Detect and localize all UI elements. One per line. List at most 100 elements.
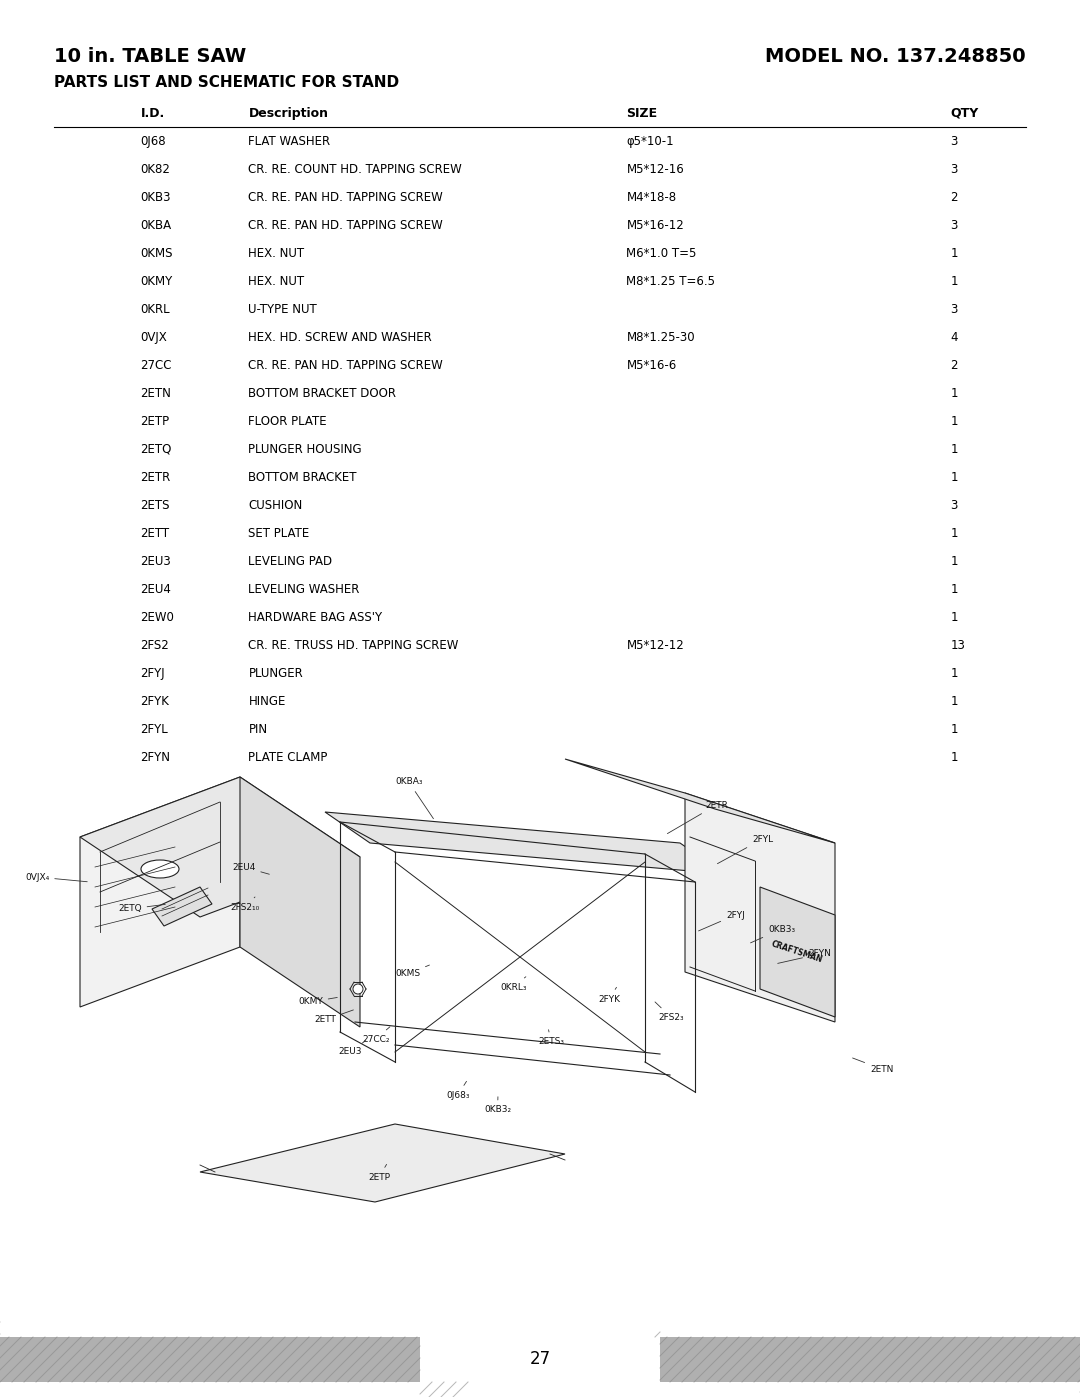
Text: LEVELING WASHER: LEVELING WASHER: [248, 583, 360, 597]
Text: 1: 1: [950, 752, 958, 764]
Text: 13: 13: [950, 638, 966, 652]
Polygon shape: [200, 1125, 565, 1201]
Polygon shape: [152, 887, 212, 926]
Text: HEX. HD. SCREW AND WASHER: HEX. HD. SCREW AND WASHER: [248, 331, 432, 344]
Text: LEVELING PAD: LEVELING PAD: [248, 555, 333, 569]
Text: 4: 4: [950, 331, 958, 344]
Text: 2EU4: 2EU4: [232, 862, 269, 875]
Text: 0KB3₂: 0KB3₂: [484, 1097, 511, 1115]
Text: 1: 1: [950, 471, 958, 483]
Text: 27CC₂: 27CC₂: [362, 1027, 390, 1044]
Text: HARDWARE BAG ASS'Y: HARDWARE BAG ASS'Y: [248, 610, 382, 624]
Text: M5*16-6: M5*16-6: [626, 359, 677, 372]
Text: 2FYL: 2FYL: [717, 834, 773, 863]
Text: 2ETT: 2ETT: [140, 527, 170, 541]
Text: 27CC: 27CC: [140, 359, 172, 372]
Polygon shape: [760, 887, 835, 1017]
Text: 2FS2₃: 2FS2₃: [654, 1002, 684, 1021]
Text: U-TYPE NUT: U-TYPE NUT: [248, 303, 318, 316]
Text: FLAT WASHER: FLAT WASHER: [248, 136, 330, 148]
Text: 2EW0: 2EW0: [140, 610, 174, 624]
Text: 0KMY: 0KMY: [140, 275, 173, 288]
Text: QTY: QTY: [950, 108, 978, 120]
Text: Description: Description: [248, 108, 328, 120]
Text: 0KRL₃: 0KRL₃: [500, 977, 527, 992]
Text: SIZE: SIZE: [626, 108, 658, 120]
Text: CR. RE. TRUSS HD. TAPPING SCREW: CR. RE. TRUSS HD. TAPPING SCREW: [248, 638, 459, 652]
Text: 2FYL: 2FYL: [140, 724, 168, 736]
Text: 2ETR: 2ETR: [140, 471, 171, 483]
Text: 0KBA: 0KBA: [140, 219, 172, 232]
Text: M8*1.25 T=6.5: M8*1.25 T=6.5: [626, 275, 715, 288]
Text: 1: 1: [950, 443, 958, 455]
Text: 1: 1: [950, 247, 958, 260]
Text: 2: 2: [950, 191, 958, 204]
Text: M5*12-12: M5*12-12: [626, 638, 684, 652]
Text: 2FS2₁₀: 2FS2₁₀: [230, 897, 259, 911]
Text: 27: 27: [529, 1351, 551, 1369]
Text: M4*18-8: M4*18-8: [626, 191, 676, 204]
Text: 0KMS: 0KMS: [395, 965, 430, 978]
Circle shape: [353, 983, 363, 995]
Text: φ5*10-1: φ5*10-1: [626, 136, 674, 148]
Text: 0KB3₃: 0KB3₃: [751, 925, 795, 943]
Text: 2FYN: 2FYN: [778, 950, 831, 964]
Bar: [0, 1337, 420, 1382]
Text: SET PLATE: SET PLATE: [248, 527, 310, 541]
Text: CR. RE. PAN HD. TAPPING SCREW: CR. RE. PAN HD. TAPPING SCREW: [248, 191, 443, 204]
Text: PARTS LIST AND SCHEMATIC FOR STAND: PARTS LIST AND SCHEMATIC FOR STAND: [54, 75, 400, 89]
Text: 0KMS: 0KMS: [140, 247, 173, 260]
Text: 2FYN: 2FYN: [140, 752, 171, 764]
Text: CR. RE. PAN HD. TAPPING SCREW: CR. RE. PAN HD. TAPPING SCREW: [248, 219, 443, 232]
Text: 2ETP: 2ETP: [368, 1164, 390, 1182]
Text: 2FYJ: 2FYJ: [699, 911, 745, 930]
Polygon shape: [80, 777, 240, 1007]
Text: FLOOR PLATE: FLOOR PLATE: [248, 415, 327, 427]
Text: 1: 1: [950, 724, 958, 736]
Text: 1: 1: [950, 387, 958, 400]
Text: 10 in. TABLE SAW: 10 in. TABLE SAW: [54, 47, 246, 66]
Text: CUSHION: CUSHION: [248, 499, 302, 511]
Text: 1: 1: [950, 610, 958, 624]
Text: 2FYK: 2FYK: [598, 988, 620, 1003]
Text: 2EU3: 2EU3: [140, 555, 171, 569]
Text: 0KBA₃: 0KBA₃: [395, 778, 433, 819]
Text: BOTTOM BRACKET DOOR: BOTTOM BRACKET DOOR: [248, 387, 396, 400]
Ellipse shape: [141, 861, 179, 877]
Text: 2ETT: 2ETT: [314, 1010, 353, 1024]
Polygon shape: [80, 777, 360, 916]
Text: 0KRL: 0KRL: [140, 303, 170, 316]
Text: 0KB3: 0KB3: [140, 191, 171, 204]
Text: 2ETS₃: 2ETS₃: [538, 1030, 564, 1046]
Text: CR. RE. COUNT HD. TAPPING SCREW: CR. RE. COUNT HD. TAPPING SCREW: [248, 163, 462, 176]
Text: 2ETQ: 2ETQ: [118, 904, 165, 914]
Text: M8*1.25-30: M8*1.25-30: [626, 331, 696, 344]
Text: 2: 2: [950, 359, 958, 372]
Text: 1: 1: [950, 555, 958, 569]
Text: 0K82: 0K82: [140, 163, 171, 176]
Polygon shape: [685, 793, 835, 1023]
Text: 2ETS: 2ETS: [140, 499, 170, 511]
Text: 1: 1: [950, 275, 958, 288]
Polygon shape: [565, 759, 835, 842]
Text: 2ETR: 2ETR: [667, 800, 728, 834]
Text: 3: 3: [950, 219, 958, 232]
Text: 1: 1: [950, 415, 958, 427]
Text: M6*1.0 T=5: M6*1.0 T=5: [626, 247, 697, 260]
Bar: [660, 1337, 1080, 1382]
Text: MODEL NO. 137.248850: MODEL NO. 137.248850: [766, 47, 1026, 66]
Text: 2EU4: 2EU4: [140, 583, 172, 597]
Text: 2ETN: 2ETN: [852, 1058, 893, 1073]
Text: 2ETQ: 2ETQ: [140, 443, 172, 455]
Text: BOTTOM BRACKET: BOTTOM BRACKET: [248, 471, 356, 483]
Text: 3: 3: [950, 499, 958, 511]
Text: 0KMY: 0KMY: [298, 997, 337, 1006]
Text: I.D.: I.D.: [140, 108, 164, 120]
Text: HEX. NUT: HEX. NUT: [248, 275, 305, 288]
Text: 2FYJ: 2FYJ: [140, 666, 165, 680]
Text: CRAFTSMAN: CRAFTSMAN: [770, 939, 824, 964]
Text: PLUNGER: PLUNGER: [248, 666, 303, 680]
Polygon shape: [325, 812, 725, 875]
Text: 2ETN: 2ETN: [140, 387, 172, 400]
Text: HEX. NUT: HEX. NUT: [248, 247, 305, 260]
